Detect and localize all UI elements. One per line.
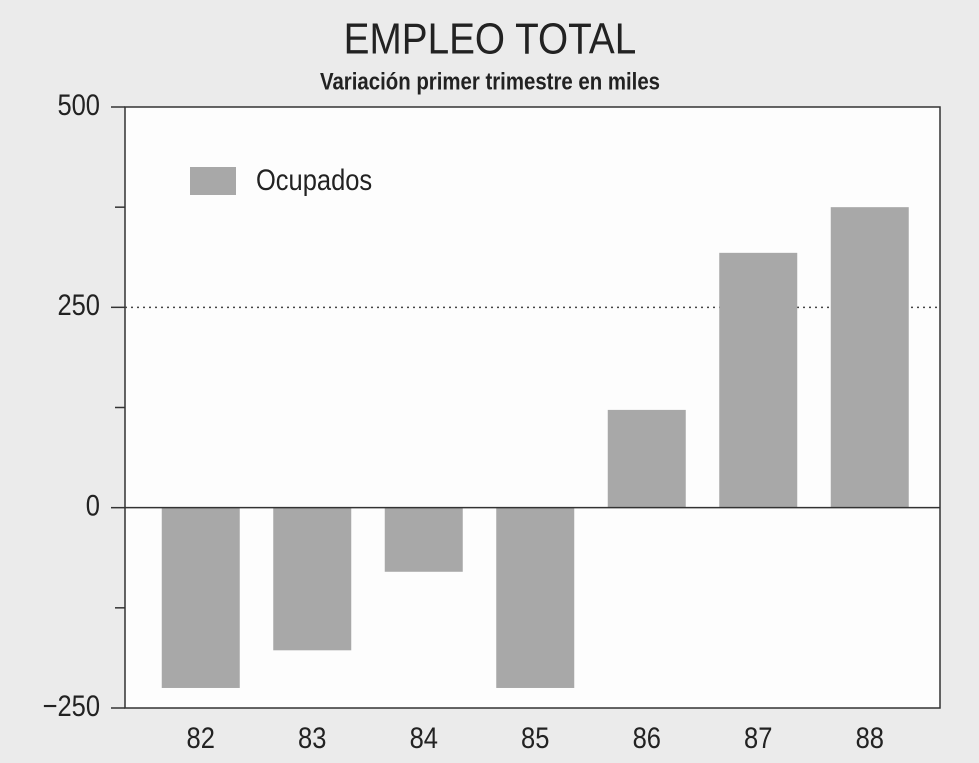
x-tick-label: 83 xyxy=(298,721,326,754)
y-tick-label: 250 xyxy=(57,288,100,321)
bar xyxy=(496,507,575,688)
x-tick-label: 82 xyxy=(187,721,215,754)
bar xyxy=(161,507,240,688)
x-tick-label: 85 xyxy=(521,721,549,754)
x-tick-label: 84 xyxy=(410,721,438,754)
bar xyxy=(384,507,463,572)
bar xyxy=(607,409,686,508)
legend-swatch xyxy=(190,167,236,195)
x-tick-label: 87 xyxy=(744,721,772,754)
bar xyxy=(830,207,909,508)
x-tick-label: 86 xyxy=(633,721,661,754)
y-tick-label: 500 xyxy=(57,88,100,121)
legend-label: Ocupados xyxy=(256,163,372,196)
y-tick-label: −250 xyxy=(43,689,100,722)
x-tick-label: 88 xyxy=(856,721,884,754)
chart-title: EMPLEO TOTAL xyxy=(344,13,637,63)
bar xyxy=(719,252,798,508)
chart-subtitle: Variación primer trimestre en miles xyxy=(320,68,660,95)
y-tick-label: 0 xyxy=(86,489,100,522)
bar xyxy=(273,507,352,651)
